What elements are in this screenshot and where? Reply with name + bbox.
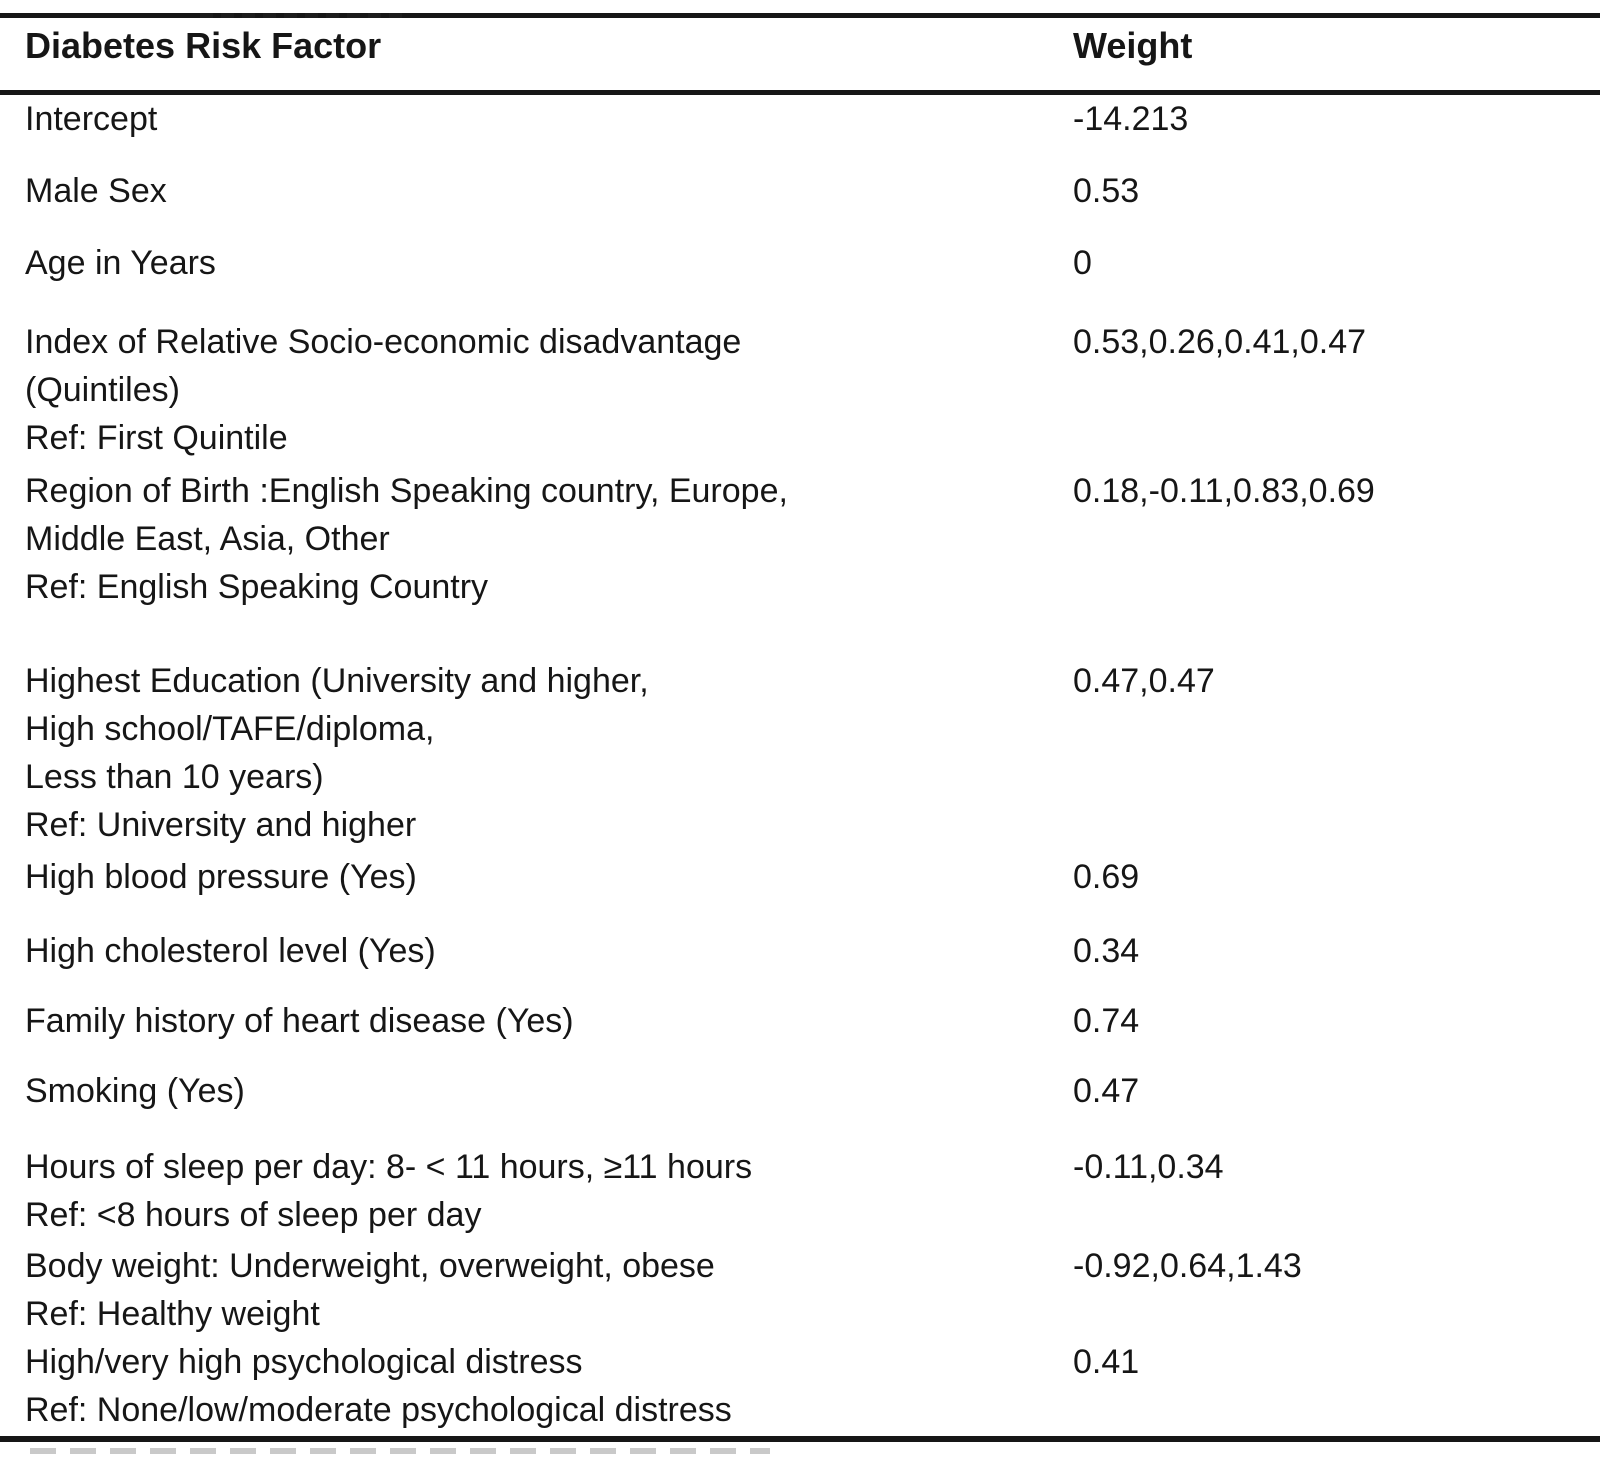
table-row: Family history of heart disease (Yes) 0.… [0, 997, 1600, 1045]
factor-ref-note: Ref: English Speaking Country [25, 568, 489, 606]
weight-value: 0.69 [1073, 858, 1140, 896]
table-row: Smoking (Yes) 0.47 [0, 1067, 1600, 1115]
table-row: Highest Education (University and higher… [0, 657, 1600, 849]
factor-label: Middle East, Asia, Other [25, 520, 390, 558]
factor-ref-note: Ref: First Quintile [25, 419, 288, 457]
table-bottom-rule [0, 1436, 1600, 1442]
table-row: High cholesterol level (Yes) 0.34 [0, 927, 1600, 975]
paper-table-scan: Diabetes Risk Factor Weight Intercept -1… [0, 13, 1600, 1467]
factor-label: High blood pressure (Yes) [25, 858, 417, 896]
factor-label: Hours of sleep per day: 8- < 11 hours, ≥… [25, 1148, 753, 1186]
factor-label: Less than 10 years) [25, 758, 324, 796]
weight-value: 0.47,0.47 [1073, 662, 1215, 700]
weight-value: 0.53,0.26,0.41,0.47 [1073, 323, 1367, 361]
table-header-row: Diabetes Risk Factor Weight [0, 18, 1600, 90]
table-top-rule [0, 13, 1600, 18]
factor-label: Male Sex [25, 172, 167, 210]
factor-label: High cholesterol level (Yes) [25, 932, 436, 970]
table-row: Body weight: Underweight, overweight, ob… [0, 1242, 1600, 1338]
table-row: Intercept -14.213 [0, 95, 1600, 143]
weight-value: 0.18,-0.11,0.83,0.69 [1073, 472, 1375, 510]
weight-value: -0.92,0.64,1.43 [1073, 1247, 1302, 1285]
cropped-bottom-fragment [30, 1448, 770, 1454]
weight-value: 0.47 [1073, 1072, 1140, 1110]
weight-value: 0 [1073, 244, 1092, 282]
column-header-risk-factor: Diabetes Risk Factor [25, 25, 382, 66]
weight-value: -14.213 [1073, 100, 1189, 138]
factor-label: (Quintiles) [25, 371, 180, 409]
cropped-caption-fragment [200, 13, 405, 18]
table-header-rule [0, 90, 1600, 95]
factor-label: Family history of heart disease (Yes) [25, 1002, 574, 1040]
table-row: Age in Years 0 [0, 239, 1600, 287]
table-row: Region of Birth :English Speaking countr… [0, 467, 1600, 611]
factor-label: Body weight: Underweight, overweight, ob… [25, 1247, 715, 1285]
table-row: Hours of sleep per day: 8- < 11 hours, ≥… [0, 1143, 1600, 1239]
factor-label: Intercept [25, 100, 158, 138]
table-row: High blood pressure (Yes) 0.69 [0, 853, 1600, 901]
factor-ref-note: Ref: <8 hours of sleep per day [25, 1196, 482, 1234]
weight-value: 0.34 [1073, 932, 1140, 970]
weight-value: 0.41 [1073, 1343, 1140, 1381]
table-body: Intercept -14.213 Male Sex 0.53 Age in Y… [0, 95, 1600, 1434]
factor-label: Index of Relative Socio-economic disadva… [25, 323, 742, 361]
factor-ref-note: Ref: None/low/moderate psychological dis… [25, 1391, 732, 1429]
factor-label: Region of Birth :English Speaking countr… [25, 472, 788, 510]
factor-label: High/very high psychological distress [25, 1343, 583, 1381]
factor-ref-note: Ref: University and higher [25, 806, 417, 844]
weight-value: 0.53 [1073, 172, 1140, 210]
weight-value: 0.74 [1073, 1002, 1140, 1040]
factor-label: High school/TAFE/diploma, [25, 710, 435, 748]
factor-label: Highest Education (University and higher… [25, 662, 649, 700]
factor-ref-note: Ref: Healthy weight [25, 1295, 320, 1333]
table-row: Male Sex 0.53 [0, 167, 1600, 215]
factor-label: Age in Years [25, 244, 216, 282]
weight-value: -0.11,0.34 [1073, 1148, 1224, 1186]
table-row: High/very high psychological distress Re… [0, 1338, 1600, 1434]
table-row: Index of Relative Socio-economic disadva… [0, 318, 1600, 462]
factor-label: Smoking (Yes) [25, 1072, 245, 1110]
column-header-weight: Weight [1073, 25, 1193, 66]
